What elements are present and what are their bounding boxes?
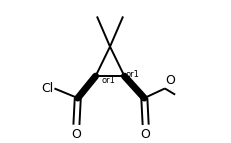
Text: O: O: [141, 128, 151, 141]
Text: O: O: [166, 74, 175, 87]
Text: or1: or1: [126, 70, 140, 79]
Text: or1: or1: [102, 76, 116, 85]
Text: O: O: [71, 128, 81, 141]
Text: Cl: Cl: [41, 82, 53, 95]
